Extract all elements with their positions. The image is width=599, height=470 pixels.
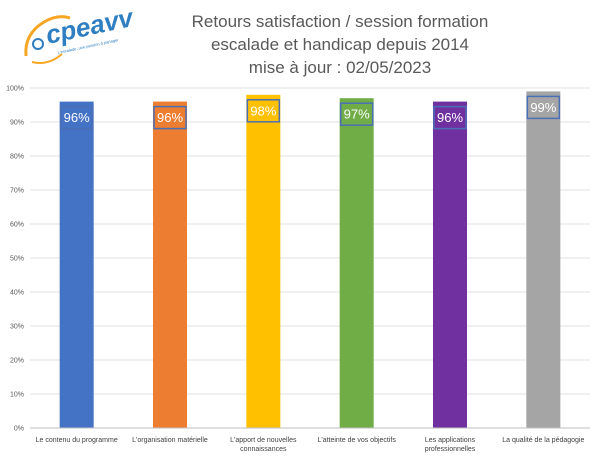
- data-label: 96%: [64, 110, 90, 125]
- bar: [153, 101, 187, 428]
- chart-title: Retours satisfaction / session formation…: [150, 10, 530, 79]
- data-labels: 96% 96% 98% 97% 96% 99%: [59, 95, 561, 130]
- bar: [59, 101, 94, 428]
- x-category-label: L'atteinte de vos objectifs: [317, 437, 396, 444]
- y-tick-label: 90%: [10, 120, 24, 127]
- bar: [339, 98, 374, 428]
- y-tick-label: 70%: [10, 188, 24, 195]
- bar: [246, 94, 281, 429]
- data-label-box: [339, 102, 374, 126]
- data-label-box: [526, 95, 561, 120]
- y-tick-label: 80%: [10, 154, 24, 161]
- chart-title-line-2: escalade et handicap depuis 2014: [210, 35, 470, 54]
- bars: [59, 91, 561, 429]
- x-category-label: L'apport de nouvelles connaissances: [230, 437, 297, 453]
- x-category-label: L'organisation matérielle: [132, 437, 208, 444]
- cpeavv-logo: cpeavv L'escalade, une passion à partage…: [24, 4, 137, 64]
- y-tick-label: 20%: [10, 358, 24, 365]
- y-tick-label: 40%: [10, 290, 24, 297]
- y-tick-label: 10%: [10, 392, 24, 399]
- data-label-box: [246, 99, 281, 123]
- chart-title-line-1: Retours satisfaction / session formation: [191, 12, 489, 31]
- gridlines: [30, 87, 590, 429]
- x-category-label: Les applications professionnelles: [425, 437, 476, 453]
- chart-title-line-3: mise à jour : 02/05/2023: [248, 58, 432, 77]
- data-label-box: [153, 105, 187, 130]
- data-label: 97%: [344, 107, 370, 122]
- x-category-label: La qualité de la pédagogie: [502, 437, 584, 444]
- data-label-box: [433, 105, 467, 130]
- data-label: 96%: [157, 110, 183, 125]
- y-tick-label: 50%: [10, 256, 24, 263]
- x-category-label: Le contenu du programme: [36, 437, 118, 444]
- data-label: 98%: [250, 103, 276, 118]
- data-label-box: [59, 105, 94, 130]
- data-label: 99%: [530, 100, 556, 115]
- data-label: 96%: [437, 110, 463, 125]
- x-axis: Le contenu du programme L'organisation ma…: [30, 427, 590, 453]
- bar: [433, 101, 467, 428]
- y-tick-label: 100%: [6, 86, 24, 93]
- y-axis: 0% 10% 20% 30% 40% 50% 60% 70% 80% 90% 100%: [6, 86, 24, 433]
- bar: [526, 91, 561, 429]
- y-tick-label: 30%: [10, 324, 24, 331]
- y-tick-label: 60%: [10, 222, 24, 229]
- y-tick-label: 0%: [14, 426, 24, 433]
